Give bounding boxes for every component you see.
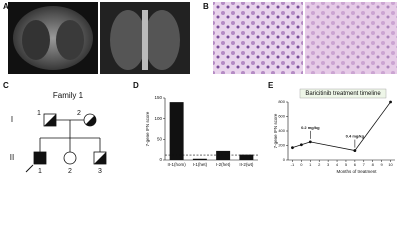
carrier-fill (94, 152, 106, 164)
generation-label: I (11, 115, 13, 124)
x-tick-label: 4 (336, 162, 339, 167)
y-tick-label: 600 (278, 114, 285, 119)
x-tick-label: 5 (345, 162, 348, 167)
bar (192, 158, 207, 160)
pedigree-symbol (63, 151, 77, 165)
y-tick-label: 0 (159, 157, 162, 162)
annotation: 0.4 mg/kg (346, 134, 365, 139)
chart-title: Baricitinib treatment timeline (305, 91, 381, 97)
bar (216, 150, 231, 160)
proband-arrow (25, 164, 34, 173)
x-tick-label: 2 (318, 162, 321, 167)
x-tick-label: I-1(het) (193, 162, 208, 167)
x-tick-label: 7 (363, 162, 366, 167)
x-tick-label: I-2(het) (216, 162, 231, 167)
x-tick-label: 8 (372, 162, 375, 167)
panel-label: A (3, 2, 9, 11)
panel-label: D (133, 81, 139, 90)
member-label: 1 (37, 110, 41, 117)
x-tick-label: II-1(hom) (167, 162, 186, 167)
y-axis-label: 7-gene IFN score (145, 111, 150, 146)
carrier-fill (85, 115, 96, 126)
pedigree-title: Family 1 (53, 91, 84, 100)
y-tick-label: 400 (278, 128, 285, 133)
point (389, 100, 392, 104)
y-tick-label: 50 (157, 137, 163, 142)
x-tick-label: -1 (291, 162, 295, 167)
generation-label: II (10, 153, 14, 162)
y-tick-label: 0 (283, 157, 286, 162)
x-tick-label: 10 (388, 162, 393, 167)
panel-a-images (8, 2, 190, 74)
x-tick-label: 0 (300, 162, 303, 167)
bar (169, 102, 184, 160)
title-box (299, 88, 387, 99)
point (308, 140, 312, 144)
x-tick-label: 6 (354, 162, 357, 167)
panel-b-images (213, 2, 397, 74)
bar (239, 154, 254, 160)
x-axis-label: Months of treatment (336, 169, 377, 174)
panel-label: B (203, 2, 209, 11)
panel-label: C (3, 81, 9, 90)
point (353, 149, 357, 152)
x-tick-label: 1 (309, 162, 312, 167)
member-label: 2 (68, 168, 72, 175)
x-tick-label: II-2(wt) (239, 162, 254, 167)
y-axis-label: 7-gene IFN score (273, 113, 278, 148)
member-label: 2 (77, 110, 81, 117)
y-tick-label: 800 (278, 99, 285, 104)
panel-label: E (268, 81, 274, 90)
x-tick-label: 3 (327, 162, 330, 167)
pedigree-symbol (33, 151, 47, 165)
member-label: 1 (38, 168, 42, 175)
y-tick-label: 150 (154, 95, 162, 100)
y-tick-label: 200 (278, 143, 285, 148)
x-tick-label: 9 (381, 162, 384, 167)
point (299, 143, 303, 147)
y-tick-label: 100 (154, 116, 162, 121)
carrier-fill (44, 114, 56, 126)
member-label: 3 (98, 168, 102, 175)
point (291, 146, 294, 150)
annotation: 0.2 mg/kg (301, 125, 320, 130)
